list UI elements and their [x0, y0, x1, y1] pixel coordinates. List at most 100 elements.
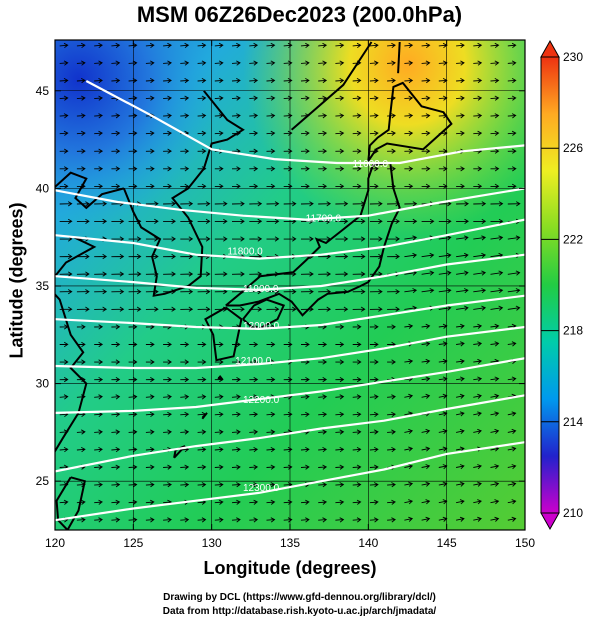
wind-arrow [94, 289, 108, 295]
wind-arrow [318, 499, 328, 505]
wind-arrow [421, 516, 431, 522]
wind-arrow [456, 201, 469, 207]
wind-arrow [369, 201, 383, 207]
wind-arrow [421, 288, 435, 294]
wind-arrow [335, 183, 345, 189]
wind-arrow [456, 376, 465, 382]
wind-arrow [524, 62, 525, 64]
wind-arrow [369, 130, 379, 136]
wind-arrow [490, 60, 500, 66]
wind-arrow [387, 517, 396, 523]
wind-arrow [76, 95, 86, 101]
colorbar-tick-label: 222 [563, 232, 583, 246]
wind-arrow [163, 341, 172, 348]
wind-arrow [490, 464, 500, 470]
wind-arrow [352, 429, 362, 435]
wind-arrow [145, 201, 159, 207]
wind-arrow [214, 446, 224, 453]
wind-arrow [404, 481, 414, 487]
wind-arrow [404, 218, 418, 224]
wind-arrow [94, 166, 104, 172]
wind-arrow [145, 148, 155, 154]
wind-arrow [524, 115, 525, 117]
x-tick-label: 125 [123, 536, 143, 550]
wind-arrow [473, 516, 482, 522]
wind-arrow [456, 341, 465, 347]
wind-arrow [111, 253, 125, 260]
wind-arrow [300, 166, 310, 172]
wind-arrow [59, 446, 69, 453]
wind-arrow [266, 271, 280, 277]
wind-arrow [335, 60, 345, 66]
wind-arrow [145, 499, 155, 505]
wind-arrow [59, 60, 69, 66]
wind-arrow [197, 447, 207, 453]
wind-arrow [94, 95, 103, 101]
wind-arrow [421, 166, 431, 172]
wind-arrow [369, 517, 379, 523]
wind-arrow [524, 45, 525, 46]
wind-arrow [300, 341, 310, 348]
wind-arrow [387, 78, 396, 84]
wind-arrow [421, 393, 431, 399]
wind-arrow [266, 113, 276, 119]
wind-arrow [318, 411, 328, 418]
colorbar-tick-label: 210 [563, 506, 583, 520]
wind-arrow [507, 270, 521, 276]
wind-arrow [387, 236, 400, 242]
wind-arrow [128, 130, 138, 136]
wind-arrow [490, 235, 504, 241]
wind-arrow [369, 78, 379, 84]
wind-arrow [473, 428, 482, 435]
wind-arrow [456, 428, 465, 435]
wind-arrow [76, 289, 90, 295]
wind-arrow [111, 166, 121, 172]
wind-arrow [180, 411, 190, 418]
wind-arrow [59, 201, 73, 207]
wind-arrow [76, 166, 86, 172]
wind-arrow [266, 78, 276, 84]
wind-arrow [352, 253, 366, 260]
wind-arrow [524, 379, 525, 380]
wind-arrow [421, 252, 435, 259]
wind-arrow [369, 499, 379, 505]
wind-arrow [214, 482, 224, 488]
wind-arrow [473, 252, 487, 259]
wind-arrow [404, 148, 414, 154]
wind-arrow [94, 447, 103, 453]
wind-arrow [163, 95, 172, 101]
wind-arrow [249, 464, 259, 470]
wind-arrow [249, 306, 263, 312]
wind-arrow [404, 516, 414, 522]
wind-arrow [214, 218, 228, 224]
wind-arrow [266, 429, 276, 435]
wind-arrow [473, 60, 483, 66]
wind-arrow [197, 60, 207, 66]
wind-arrow [524, 308, 525, 310]
wind-arrow [180, 253, 194, 260]
wind-arrow [249, 482, 259, 488]
wind-arrow [352, 130, 362, 136]
wind-arrow [266, 517, 276, 523]
wind-arrow [404, 235, 418, 241]
wind-arrow [300, 377, 310, 383]
wind-arrow [266, 482, 276, 488]
coastline [55, 171, 125, 210]
wind-arrow [249, 201, 263, 207]
wind-arrow [163, 411, 172, 418]
wind-arrow [231, 130, 241, 136]
wind-arrow [524, 133, 525, 134]
wind-arrow [180, 306, 194, 312]
wind-arrow [111, 289, 125, 295]
wind-arrow [59, 499, 69, 505]
wind-arrow [404, 252, 418, 259]
wind-arrow [352, 289, 366, 295]
wind-arrow [283, 113, 293, 119]
wind-arrow [128, 482, 138, 488]
wind-arrow [387, 166, 396, 172]
wind-arrow [283, 183, 293, 189]
wind-arrow [111, 464, 121, 470]
wind-arrow [94, 271, 108, 277]
wind-arrow [163, 218, 176, 224]
